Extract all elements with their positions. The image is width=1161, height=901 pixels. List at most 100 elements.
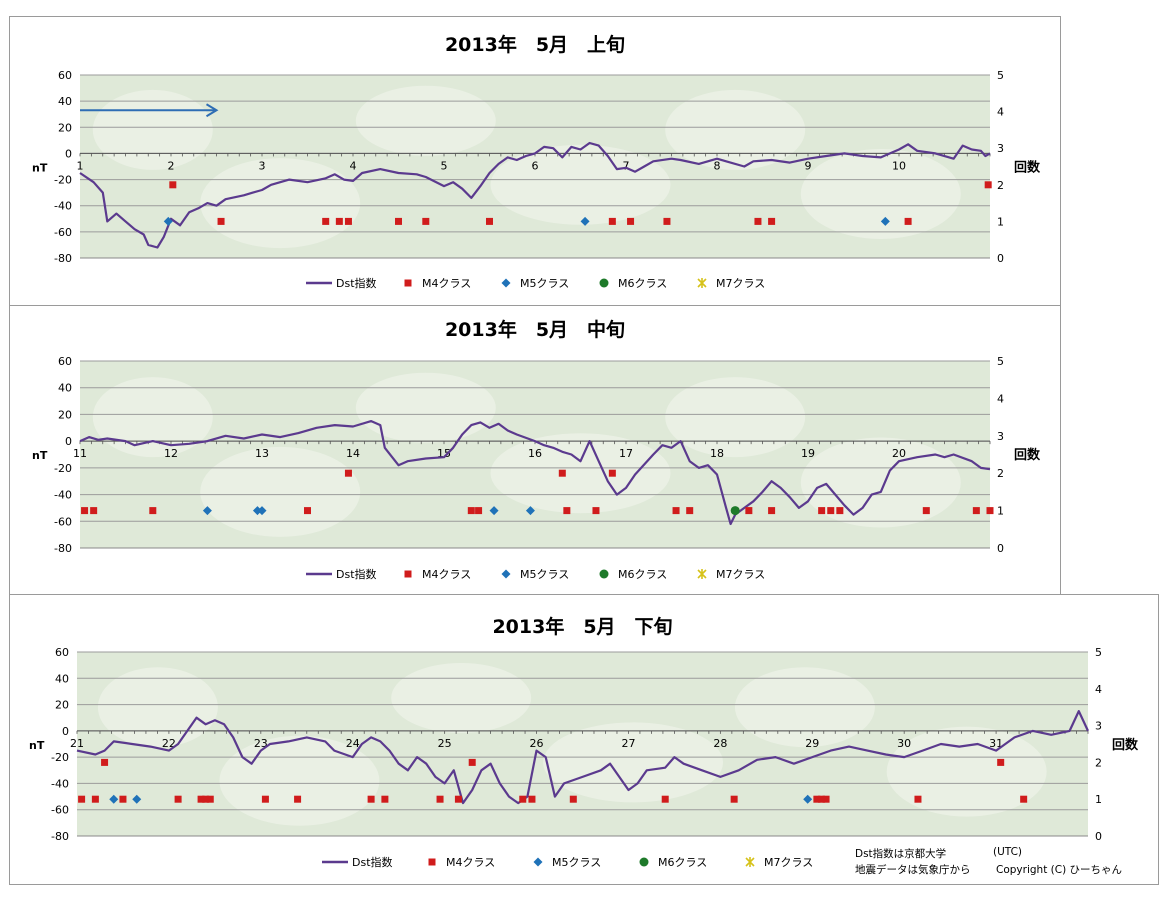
y-tick-label-right: 2 <box>997 467 1004 480</box>
background-leaf <box>92 89 213 170</box>
x-day-label: 1 <box>77 159 84 172</box>
y-tick-label-right: 1 <box>997 505 1004 518</box>
y-tick-label-left: 0 <box>65 435 72 448</box>
y-axis-title-right: 回数 <box>1014 447 1041 463</box>
background-leaf <box>355 372 496 443</box>
legend-label-m7: M7クラス <box>716 277 765 290</box>
m5-event-marker <box>525 506 535 516</box>
legend-label-m5: M5クラス <box>520 277 569 290</box>
m5-event-marker <box>202 506 212 516</box>
x-day-label: 3 <box>259 159 266 172</box>
x-day-label: 27 <box>621 737 635 750</box>
y-tick-label-left: -40 <box>54 200 72 213</box>
m4-event-marker <box>563 507 571 515</box>
m4-event-marker <box>519 795 527 803</box>
m4-event-marker <box>686 507 694 515</box>
m4-event-marker <box>422 217 430 225</box>
background-leaf <box>219 735 380 826</box>
y-tick-label-right: 1 <box>997 215 1004 228</box>
background-leaf <box>490 433 671 514</box>
m4-event-marker <box>119 795 127 803</box>
x-day-label: 10 <box>892 159 906 172</box>
legend-swatch-m7 <box>697 569 707 579</box>
m4-event-marker <box>322 217 330 225</box>
x-day-label: 2 <box>168 159 175 172</box>
m4-event-marker <box>436 795 444 803</box>
legend-label-m6: M6クラス <box>658 856 707 869</box>
x-day-label: 31 <box>989 737 1003 750</box>
background-leaf <box>665 89 806 170</box>
x-day-label: 13 <box>255 447 269 460</box>
y-tick-label-left: 40 <box>58 382 72 395</box>
m4-event-marker <box>768 217 776 225</box>
y-tick-label-left: -60 <box>54 515 72 528</box>
y-tick-label-left: 40 <box>55 672 69 685</box>
m5-event-marker <box>132 794 142 804</box>
m5-event-marker <box>803 794 813 804</box>
m4-event-marker <box>197 795 205 803</box>
background-leaf <box>543 722 724 803</box>
x-day-label: 16 <box>528 447 542 460</box>
background-leaf <box>800 148 961 239</box>
y-tick-label-left: -60 <box>54 226 72 239</box>
m4-event-marker <box>467 507 475 515</box>
legend-label-dst: Dst指数 <box>336 276 377 290</box>
y-tick-label-left: -80 <box>54 252 72 265</box>
y-tick-label-right: 4 <box>1095 683 1102 696</box>
y-tick-label-left: 20 <box>58 408 72 421</box>
legend-swatch-m7 <box>745 857 755 867</box>
m5-event-marker <box>257 506 267 516</box>
m4-event-marker <box>454 795 462 803</box>
x-day-label: 20 <box>892 447 906 460</box>
y-tick-label-right: 2 <box>997 179 1004 192</box>
m4-event-marker <box>745 507 753 515</box>
legend-swatch-m4 <box>404 570 412 578</box>
y-tick-label-left: 60 <box>58 355 72 368</box>
footer-source-dst: Dst指数は京都大学 <box>855 848 947 860</box>
m4-event-marker <box>1020 795 1028 803</box>
y-tick-label-left: -20 <box>51 751 69 764</box>
m4-event-marker <box>91 795 99 803</box>
m4-event-marker <box>822 795 830 803</box>
dst-series-line <box>76 709 1089 805</box>
x-day-label: 9 <box>805 159 812 172</box>
x-day-label: 26 <box>530 737 544 750</box>
x-day-label: 5 <box>441 159 448 172</box>
y-tick-label-right: 0 <box>997 542 1004 555</box>
y-axis-title-right: 回数 <box>1112 737 1139 753</box>
m4-event-marker <box>672 507 680 515</box>
m5-event-marker <box>163 216 173 226</box>
x-day-label: 4 <box>350 159 357 172</box>
legend-swatch-m6 <box>639 857 649 867</box>
y-tick-label-right: 0 <box>997 252 1004 265</box>
m4-event-marker <box>202 795 210 803</box>
background-leaf <box>355 85 496 156</box>
m4-event-marker <box>984 181 992 189</box>
footer-source-quake: 地震データは気象庁から <box>855 864 971 876</box>
m4-event-marker <box>90 507 98 515</box>
legend-label-dst: Dst指数 <box>336 567 377 581</box>
panel-last-third: 2013年 5月 下旬 -80 -60 -40 -20 0 20 40 60 0 1 2 3 4 5 21 22… <box>9 594 1159 885</box>
y-tick-label-left: -60 <box>51 804 69 817</box>
legend-swatch-m6 <box>599 569 609 579</box>
m4-event-marker <box>367 795 375 803</box>
y-axis-title-left: nT <box>32 161 48 174</box>
legend-label-m4: M4クラス <box>422 277 471 290</box>
background-leaf <box>490 144 671 225</box>
y-axis-title-left: nT <box>32 449 48 462</box>
y-tick-label-right: 5 <box>997 69 1004 82</box>
legend-swatch-m6 <box>599 278 609 288</box>
background-leaf <box>800 437 961 528</box>
m4-event-marker <box>663 217 671 225</box>
m4-event-marker <box>768 507 776 515</box>
m4-event-marker <box>206 795 214 803</box>
m4-event-marker <box>592 507 600 515</box>
y-axis-title-right: 回数 <box>1014 159 1041 175</box>
m4-event-marker <box>395 217 402 225</box>
legend-label-m7: M7クラス <box>764 856 813 869</box>
m4-event-marker <box>81 507 89 515</box>
footer-timezone: (UTC) <box>993 846 1023 858</box>
m4-event-marker <box>904 217 912 225</box>
